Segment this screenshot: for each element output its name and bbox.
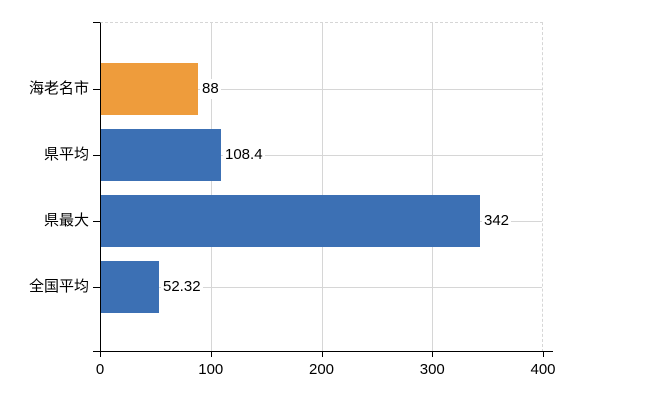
x-axis-tick bbox=[321, 352, 323, 357]
x-axis-tick-label: 100 bbox=[198, 361, 224, 378]
bar-value-label: 342 bbox=[482, 211, 512, 231]
category-label: 全国平均 bbox=[28, 278, 89, 295]
x-axis-tick-label: 200 bbox=[308, 361, 335, 378]
x-axis-tick-label: 0 bbox=[95, 361, 105, 378]
y-axis-tick bbox=[93, 155, 100, 156]
gridline-vertical bbox=[210, 23, 212, 351]
plot-area bbox=[100, 22, 543, 352]
gridline-vertical bbox=[432, 23, 434, 351]
category-label: 海老名市 bbox=[28, 80, 89, 97]
bar bbox=[101, 63, 198, 115]
bar-value-label: 52.32 bbox=[161, 277, 203, 297]
y-axis-boundary-tick bbox=[93, 22, 100, 23]
bar-value-label: 88 bbox=[200, 79, 221, 99]
y-axis-boundary-tick bbox=[93, 351, 100, 352]
x-axis-tick bbox=[543, 352, 544, 357]
category-label: 県平均 bbox=[43, 146, 89, 163]
gridline-horizontal bbox=[101, 155, 542, 156]
y-axis-tick bbox=[93, 89, 100, 90]
x-axis-line bbox=[100, 351, 553, 352]
x-axis-tick-label: 300 bbox=[419, 361, 445, 378]
x-axis-tick bbox=[432, 352, 434, 357]
gridline-horizontal bbox=[101, 89, 542, 90]
y-axis-tick bbox=[93, 287, 100, 288]
bar bbox=[101, 261, 159, 313]
x-axis-tick bbox=[100, 352, 101, 357]
x-axis-tick bbox=[210, 352, 212, 357]
bar bbox=[101, 195, 480, 247]
bar bbox=[101, 129, 221, 181]
x-axis-tick-label: 400 bbox=[530, 361, 556, 378]
gridline-vertical bbox=[321, 23, 323, 351]
bar-value-label: 108.4 bbox=[223, 145, 265, 165]
y-axis-tick bbox=[93, 221, 100, 222]
gridline-horizontal bbox=[101, 287, 542, 288]
category-label: 県最大 bbox=[43, 212, 89, 229]
